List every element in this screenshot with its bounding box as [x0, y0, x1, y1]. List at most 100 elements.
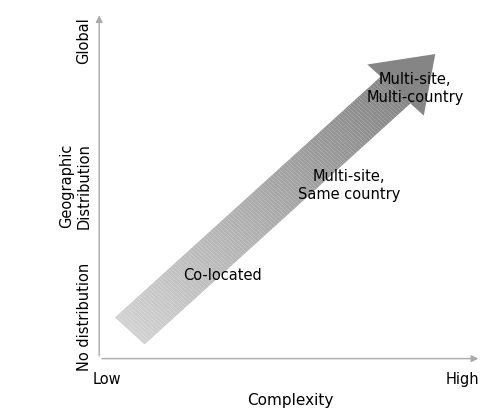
Polygon shape	[265, 179, 298, 208]
Polygon shape	[306, 143, 337, 172]
Polygon shape	[378, 77, 410, 106]
Text: Multi-site,
Same country: Multi-site, Same country	[298, 169, 400, 202]
Text: High: High	[445, 372, 479, 387]
Polygon shape	[327, 123, 360, 152]
Polygon shape	[321, 129, 353, 158]
Polygon shape	[274, 171, 307, 200]
Polygon shape	[197, 241, 229, 270]
Text: Co-located: Co-located	[183, 268, 262, 283]
Text: No distribution: No distribution	[76, 263, 92, 371]
Polygon shape	[348, 105, 379, 133]
Polygon shape	[226, 215, 257, 244]
Polygon shape	[303, 145, 335, 174]
Polygon shape	[374, 80, 406, 110]
Polygon shape	[177, 259, 209, 288]
Polygon shape	[372, 83, 404, 111]
Polygon shape	[246, 197, 278, 226]
Polygon shape	[144, 289, 176, 318]
Polygon shape	[288, 159, 319, 188]
Polygon shape	[235, 207, 266, 236]
Polygon shape	[319, 131, 351, 160]
Polygon shape	[132, 299, 165, 328]
Polygon shape	[248, 195, 280, 224]
Polygon shape	[175, 261, 207, 290]
Polygon shape	[354, 99, 386, 128]
Polygon shape	[206, 233, 238, 262]
Polygon shape	[190, 247, 222, 276]
Polygon shape	[184, 253, 215, 282]
Polygon shape	[368, 54, 435, 116]
Polygon shape	[219, 221, 251, 250]
Polygon shape	[376, 78, 408, 108]
Polygon shape	[365, 89, 397, 118]
Polygon shape	[141, 291, 174, 320]
Polygon shape	[254, 189, 286, 218]
Polygon shape	[244, 199, 275, 228]
Polygon shape	[148, 285, 180, 314]
Polygon shape	[312, 137, 344, 166]
Polygon shape	[126, 305, 158, 334]
Polygon shape	[232, 209, 264, 238]
Polygon shape	[314, 135, 346, 164]
Polygon shape	[281, 165, 313, 194]
Polygon shape	[203, 235, 236, 264]
Polygon shape	[182, 255, 213, 284]
Polygon shape	[128, 304, 160, 332]
Polygon shape	[290, 157, 322, 186]
Polygon shape	[157, 277, 189, 306]
Polygon shape	[159, 275, 191, 304]
Polygon shape	[316, 133, 348, 162]
Polygon shape	[261, 183, 293, 212]
Polygon shape	[363, 90, 395, 120]
Polygon shape	[161, 273, 193, 302]
Polygon shape	[120, 311, 151, 340]
Polygon shape	[155, 279, 186, 308]
Polygon shape	[308, 141, 340, 170]
Polygon shape	[263, 181, 295, 210]
Polygon shape	[122, 309, 153, 338]
Polygon shape	[283, 163, 315, 192]
Polygon shape	[192, 245, 224, 274]
Polygon shape	[117, 314, 149, 342]
Text: Low: Low	[93, 372, 121, 387]
Polygon shape	[170, 265, 202, 294]
Polygon shape	[299, 149, 331, 178]
Polygon shape	[345, 107, 377, 136]
Text: Multi-site,
Multi-country: Multi-site, Multi-country	[367, 73, 464, 105]
Polygon shape	[115, 316, 147, 344]
Text: Global: Global	[76, 17, 92, 63]
Polygon shape	[166, 269, 198, 298]
Polygon shape	[270, 175, 302, 204]
Polygon shape	[186, 251, 218, 280]
Polygon shape	[212, 227, 245, 256]
Polygon shape	[330, 121, 362, 150]
Polygon shape	[130, 301, 162, 330]
Polygon shape	[199, 239, 231, 268]
Polygon shape	[210, 229, 242, 258]
Polygon shape	[292, 155, 324, 184]
Polygon shape	[237, 205, 269, 234]
Polygon shape	[361, 93, 393, 122]
Polygon shape	[188, 249, 220, 278]
Polygon shape	[256, 187, 289, 216]
Polygon shape	[221, 219, 253, 248]
Text: Complexity: Complexity	[247, 393, 333, 408]
Polygon shape	[259, 185, 291, 214]
Polygon shape	[268, 177, 300, 206]
Polygon shape	[352, 100, 384, 130]
Polygon shape	[150, 283, 182, 312]
Polygon shape	[250, 193, 282, 222]
Polygon shape	[301, 147, 333, 176]
Polygon shape	[179, 257, 211, 286]
Polygon shape	[173, 263, 204, 292]
Polygon shape	[194, 243, 227, 272]
Polygon shape	[336, 115, 369, 143]
Polygon shape	[208, 231, 240, 260]
Polygon shape	[334, 117, 366, 146]
Polygon shape	[241, 201, 273, 230]
Polygon shape	[230, 211, 262, 240]
Polygon shape	[272, 173, 304, 202]
Polygon shape	[323, 127, 355, 156]
Polygon shape	[201, 237, 233, 266]
Polygon shape	[325, 125, 357, 154]
